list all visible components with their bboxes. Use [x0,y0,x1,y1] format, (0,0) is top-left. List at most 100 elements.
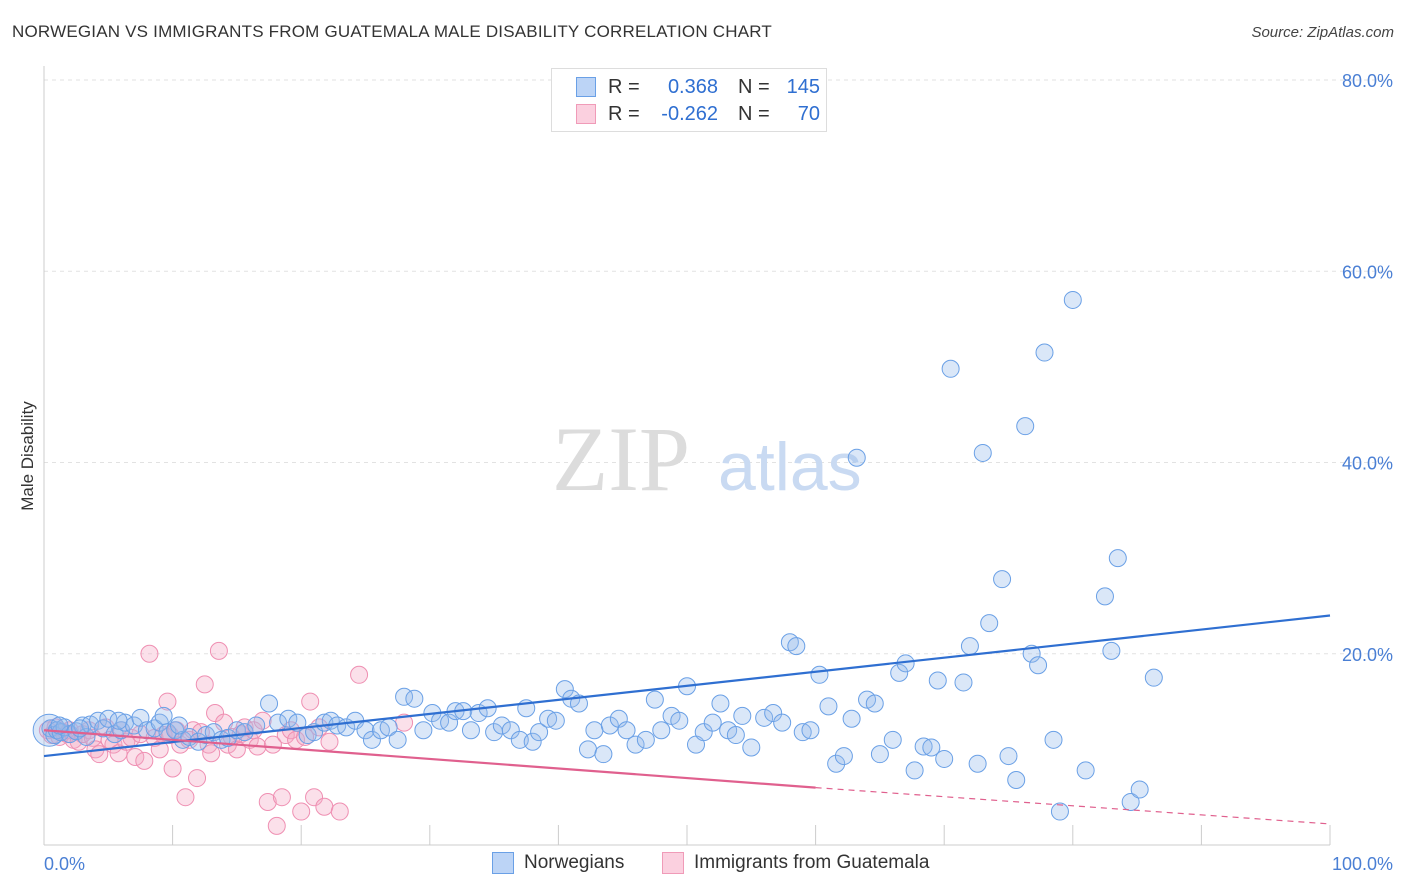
chart-title: NORWEGIAN VS IMMIGRANTS FROM GUATEMALA M… [12,22,772,41]
data-point-norwegians [50,716,69,735]
data-point-norwegians [847,448,866,467]
data-point-norwegians [154,706,173,725]
data-point-norwegians [636,730,655,749]
data-point-norwegians [773,713,792,732]
data-point-norwegians [1121,792,1140,811]
data-point-norwegians [1044,730,1063,749]
data-point-norwegians [726,726,745,745]
data-point-norwegians [1076,761,1095,780]
data-point-norwegians [980,614,999,633]
legend-swatch-pink [576,104,596,124]
bottom-legend-guatemala: Immigrants from Guatemala [662,852,929,874]
data-point-norwegians [827,754,846,773]
trend-line-guatemala [43,729,816,789]
data-point-guatemala [176,788,195,807]
trend-lines [43,614,1331,825]
data-point-guatemala [158,692,177,711]
data-point-norwegians [1095,587,1114,606]
data-point-guatemala [209,641,228,660]
data-point-guatemala [350,665,369,684]
data-point-guatemala [206,704,225,723]
data-point-norwegians [960,637,979,656]
data-point-norwegians [865,694,884,713]
data-point-norwegians [501,721,520,740]
data-point-norwegians [1063,290,1082,309]
data-point-norwegians [626,735,645,754]
data-point-norwegians [834,747,853,766]
data-point-norwegians [764,704,783,723]
data-point-norwegians [555,680,574,699]
data-point-norwegians [810,665,829,684]
data-point-norwegians [694,723,713,742]
data-point-norwegians [870,745,889,764]
bottom-legend-swatch-blue [492,852,514,874]
data-point-norwegians [523,732,542,751]
data-point-guatemala [163,759,182,778]
legend-swatch-blue [576,77,596,97]
data-point-guatemala [258,792,277,811]
watermark: ZIP atlas [552,408,862,510]
data-point-norwegians [260,694,279,713]
data-point-guatemala [272,788,291,807]
legend-r-value: -0.262 [661,102,718,125]
y-tick-label: 60.0% [1342,262,1393,282]
data-point-norwegians [883,730,902,749]
data-point-norwegians [585,721,604,740]
data-point-norwegians [1144,668,1163,687]
x-tick-label: 100.0% [1332,854,1393,874]
data-point-norwegians [546,711,565,730]
x-tick-label: 0.0% [44,854,85,874]
source-label: Source: ZipAtlas.com [1251,24,1394,41]
data-point-norwegians [530,723,549,742]
y-tick-label: 80.0% [1342,71,1393,91]
data-point-guatemala [188,769,207,788]
data-point-norwegians [594,745,613,764]
tick-labels: 20.0% 40.0% 60.0% 80.0% 0.0% 100.0% [44,71,1393,874]
data-point-norwegians [914,737,933,756]
legend-n-label: N = [738,102,770,125]
bottom-legend-label: Norwegians [524,852,625,873]
y-tick-label: 20.0% [1342,645,1393,665]
data-point-guatemala [135,751,154,770]
data-point-norwegians [600,716,619,735]
data-point-guatemala [330,802,349,821]
data-point-norwegians [999,747,1018,766]
y-tick-label: 40.0% [1342,454,1393,474]
watermark-zip: ZIP [552,408,690,510]
data-point-norwegians [1029,656,1048,675]
data-point-norwegians [388,730,407,749]
data-point-norwegians [801,721,820,740]
data-point-norwegians [492,716,511,735]
data-point-norwegians [905,761,924,780]
data-point-norwegians [787,637,806,656]
data-point-norwegians [733,706,752,725]
data-point-norwegians [1050,802,1069,821]
data-point-norwegians [1016,417,1035,436]
data-point-guatemala [292,802,311,821]
data-point-guatemala [140,644,159,663]
trend-line-norwegians [43,614,1331,758]
data-point-norwegians [109,711,128,730]
data-point-norwegians [578,740,597,759]
correlation-legend: R = 0.368 N = 145 R = -0.262 N = 70 [551,68,827,132]
watermark-atlas: atlas [718,429,862,505]
data-point-norwegians [890,663,909,682]
legend-n-label: N = [738,75,770,98]
legend-row-norwegians: R = 0.368 N = 145 [576,74,820,100]
data-point-norwegians [94,719,113,738]
bottom-legend-label: Immigrants from Guatemala [694,852,930,873]
data-point-norwegians [170,716,189,735]
data-point-norwegians [993,570,1012,589]
data-point-norwegians [1035,343,1054,362]
data-point-norwegians [973,443,992,462]
data-point-guatemala [301,692,320,711]
data-point-norwegians [935,749,954,768]
data-point-norwegians [954,673,973,692]
gridlines [44,79,1393,655]
data-point-guatemala [195,675,214,694]
data-point-norwegians [414,721,433,740]
data-point-norwegians [742,738,761,757]
data-point-norwegians [928,671,947,690]
data-point-norwegians [755,708,774,727]
